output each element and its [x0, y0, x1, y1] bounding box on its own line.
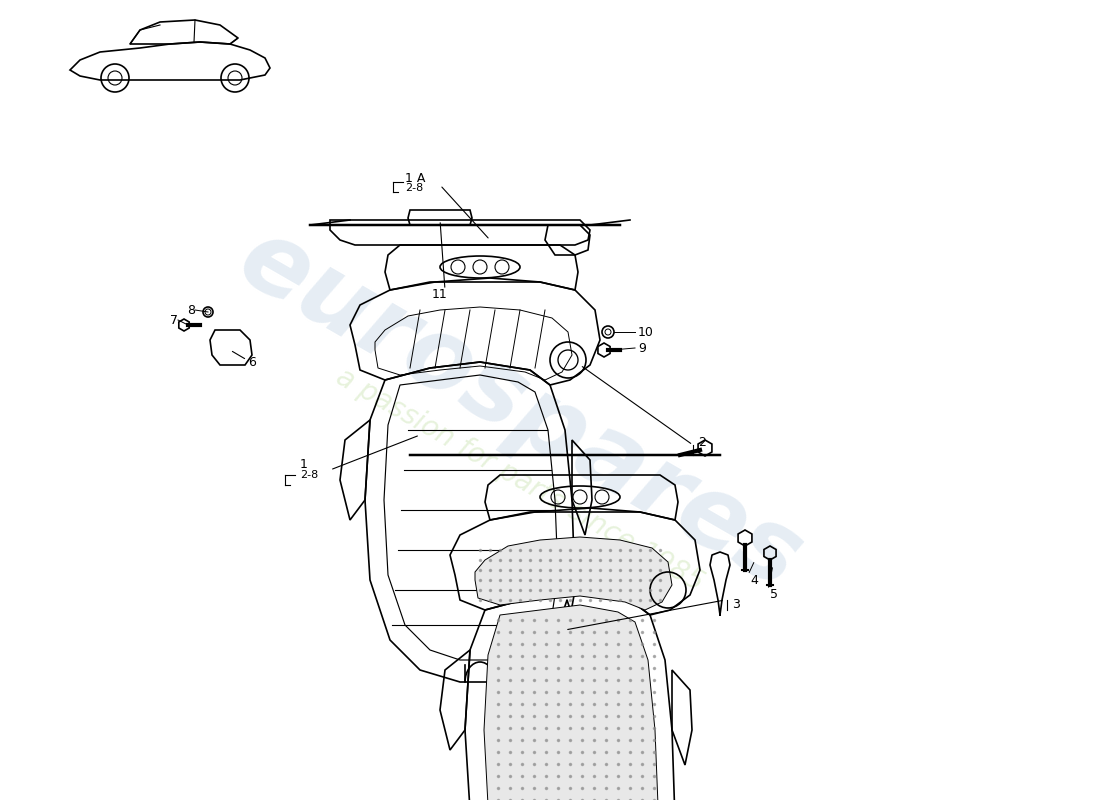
Text: 1 A: 1 A: [405, 171, 426, 185]
Text: 6: 6: [248, 355, 256, 369]
Text: 1: 1: [300, 458, 308, 471]
Text: 2-8: 2-8: [405, 183, 424, 193]
Text: 4: 4: [750, 574, 758, 586]
Text: 5: 5: [770, 589, 778, 602]
Text: 3: 3: [732, 598, 740, 611]
Polygon shape: [484, 605, 658, 800]
Text: 11: 11: [432, 289, 448, 302]
Text: 9: 9: [638, 342, 646, 354]
Text: 10: 10: [638, 326, 653, 338]
Text: 2: 2: [698, 435, 706, 449]
Text: a passion for parts since 1985: a passion for parts since 1985: [331, 363, 708, 597]
Text: eurospares: eurospares: [222, 210, 818, 610]
Text: 8: 8: [187, 303, 195, 317]
Polygon shape: [475, 537, 672, 610]
Text: 7: 7: [170, 314, 178, 326]
Text: 2-8: 2-8: [300, 470, 318, 480]
